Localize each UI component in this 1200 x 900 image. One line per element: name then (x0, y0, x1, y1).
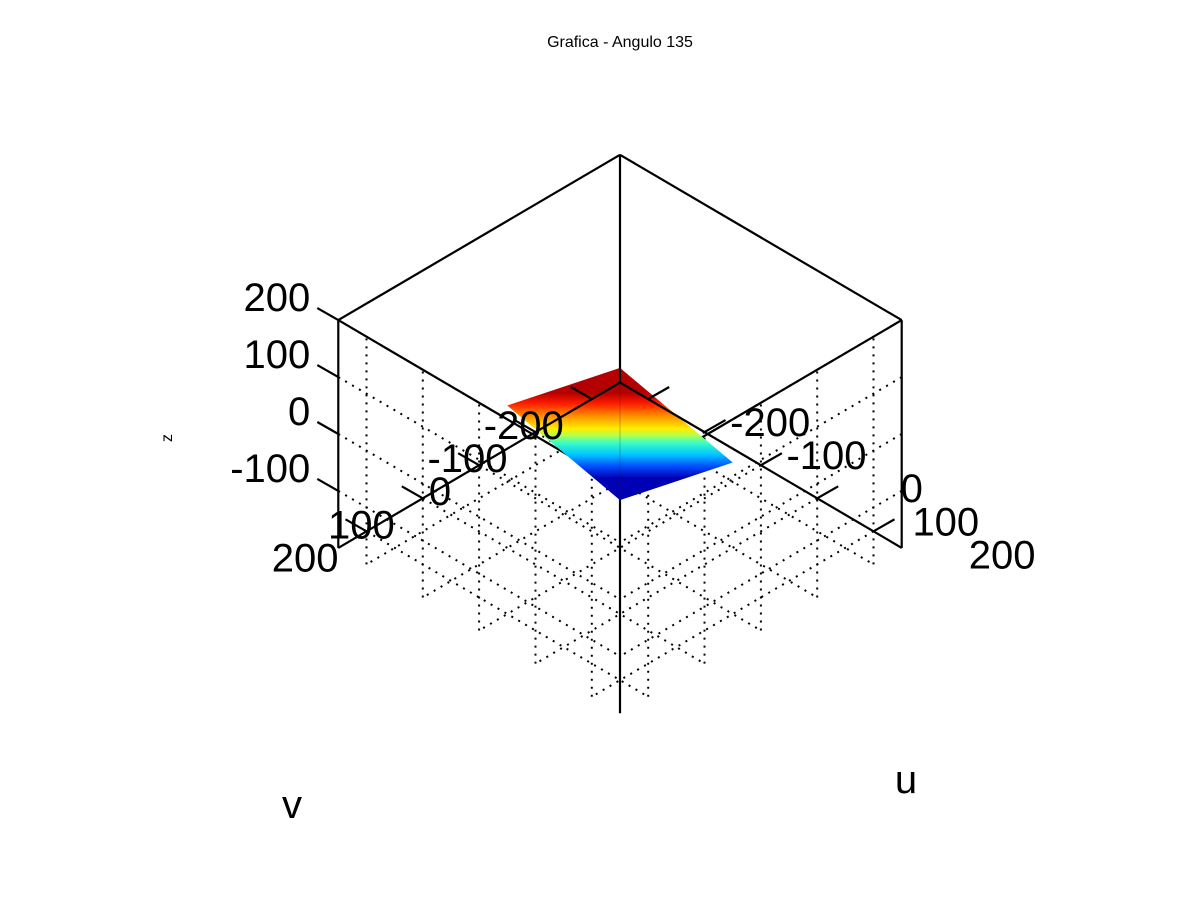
x-tick (816, 485, 839, 500)
grid-line (534, 431, 818, 599)
x-tick-label: -100 (786, 434, 866, 478)
z-tick-label: 200 (244, 276, 311, 320)
grid-line (365, 398, 649, 566)
z-tick-label: -100 (230, 447, 310, 491)
z-tick-label: 100 (244, 333, 311, 377)
surface-patch (507, 367, 733, 501)
box-edge (619, 381, 903, 549)
x-tick-label: -200 (730, 401, 810, 445)
x-tick (760, 452, 783, 467)
grid-line (619, 376, 903, 544)
x-tick-label: 0 (901, 467, 923, 511)
z-axis-label: z (159, 434, 176, 442)
grid-line (478, 464, 762, 632)
grid-line (422, 431, 706, 599)
z-tick (316, 307, 339, 322)
x-tick-label: 200 (969, 533, 1036, 577)
axis-ticks (316, 307, 896, 533)
x-tick (872, 518, 896, 533)
y-tick-label: 200 (272, 536, 339, 580)
y-tick-label: 100 (328, 503, 395, 547)
z-tick (316, 364, 339, 379)
grid-line (619, 490, 903, 658)
x-tick (703, 419, 727, 434)
box-edge (619, 153, 903, 322)
y-tick-label: -100 (427, 437, 507, 481)
y-tick (513, 419, 537, 434)
box-edge (337, 153, 621, 322)
chart-title: Grafica - Angulo 135 (547, 34, 693, 51)
y-tick (401, 485, 424, 500)
box-edge (337, 381, 621, 549)
grid-line (337, 490, 621, 658)
tick-labels: -200-1000100200-200-1000100200-100010020… (230, 276, 1035, 580)
z-tick-label: 0 (288, 390, 310, 434)
grid-line (422, 497, 706, 665)
grid-line (591, 530, 875, 698)
z-tick (316, 477, 339, 492)
z-tick (316, 421, 339, 435)
y-tick-label: 0 (429, 470, 451, 514)
y-tick (570, 386, 593, 400)
grid-line (478, 464, 762, 632)
grid-line (365, 530, 649, 698)
grid-line (619, 433, 903, 601)
x-axis-label: u (895, 758, 917, 802)
grid-line (337, 433, 621, 601)
y-tick-label: -200 (484, 404, 564, 448)
x-tick (647, 386, 670, 400)
grid-line (534, 497, 818, 665)
grid-line (337, 376, 621, 544)
y-tick (344, 518, 368, 533)
grid-line (591, 398, 875, 566)
y-axis-label: v (282, 783, 302, 827)
x-tick-label: 100 (912, 500, 979, 544)
front-box-edges (337, 153, 903, 549)
surface (507, 367, 733, 501)
y-tick (457, 452, 480, 467)
